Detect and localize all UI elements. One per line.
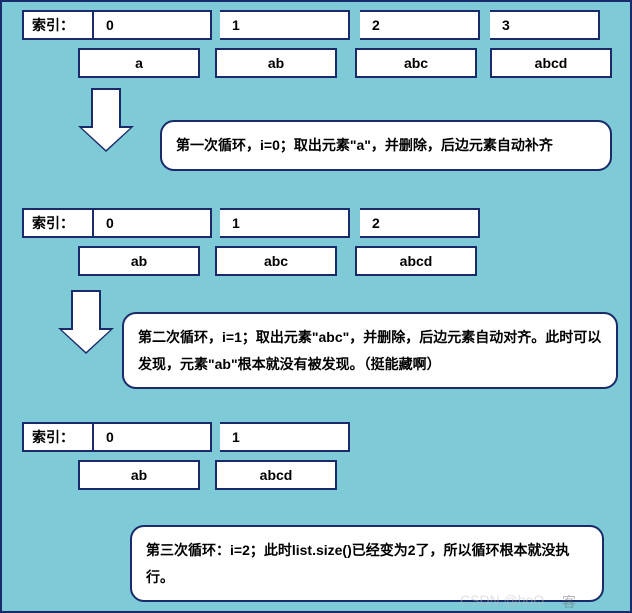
array-cell: ab <box>78 460 200 490</box>
array-cell: abc <box>215 246 337 276</box>
index-number: 2 <box>360 10 480 40</box>
down-arrow-icon <box>78 88 134 152</box>
index-label: 索引： <box>22 10 92 40</box>
loop-note: 第一次循环，i=0；取出元素"a"，并删除，后边元素自动补齐 <box>160 120 612 171</box>
index-number: 1 <box>220 208 350 238</box>
array-cell: abcd <box>215 460 337 490</box>
array-cell: abcd <box>490 48 612 78</box>
index-number: 0 <box>92 10 212 40</box>
array-cell: ab <box>78 246 200 276</box>
array-cell: ab <box>215 48 337 78</box>
index-number: 1 <box>220 10 350 40</box>
watermark: 客 <box>562 592 576 612</box>
down-arrow-icon <box>58 290 114 354</box>
loop-note: 第二次循环，i=1；取出元素"abc"，并删除，后边元素自动对齐。此时可以发现，… <box>122 312 618 389</box>
index-number: 0 <box>92 422 212 452</box>
index-number: 0 <box>92 208 212 238</box>
index-number: 2 <box>360 208 480 238</box>
index-number: 3 <box>490 10 600 40</box>
index-label: 索引： <box>22 208 92 238</box>
watermark: CSDN @hoO <box>460 592 544 608</box>
array-cell: a <box>78 48 200 78</box>
array-cell: abc <box>355 48 477 78</box>
index-label: 索引： <box>22 422 92 452</box>
loop-note: 第三次循环：i=2；此时list.size()已经变为2了，所以循环根本就没执行… <box>130 525 604 602</box>
index-number: 1 <box>220 422 350 452</box>
array-cell: abcd <box>355 246 477 276</box>
